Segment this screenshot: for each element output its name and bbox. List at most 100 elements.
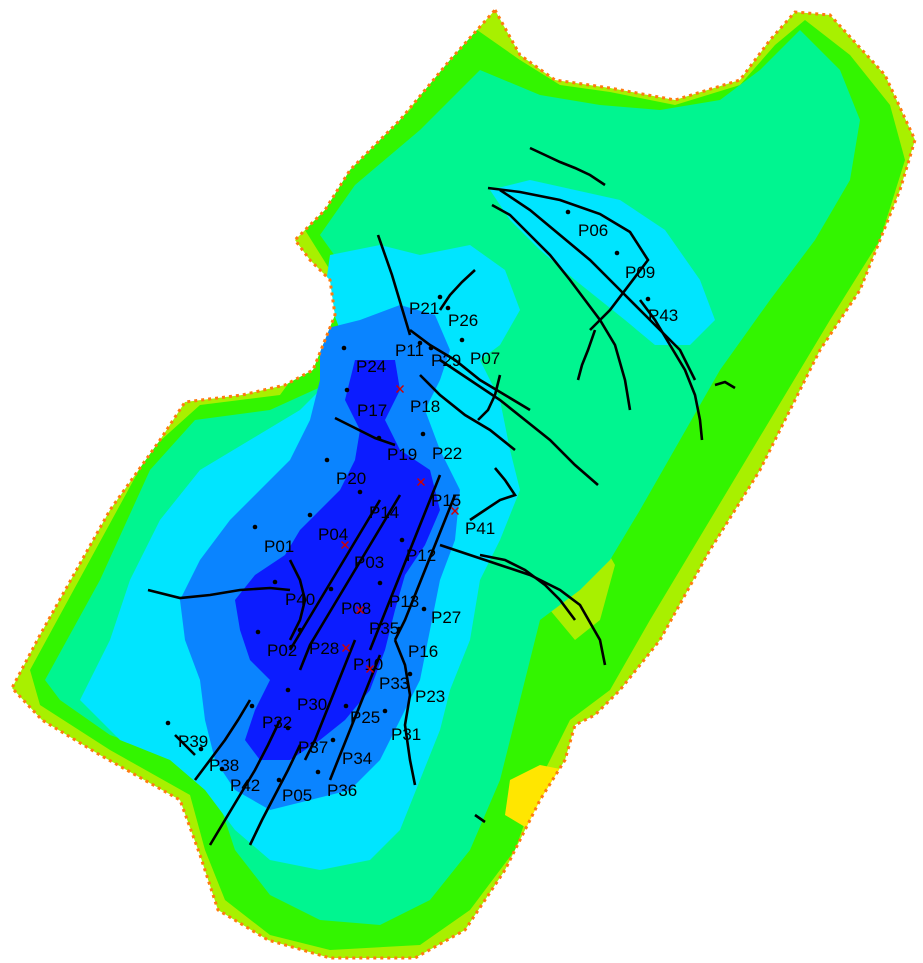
fault-line: [499, 188, 697, 381]
well-p03: P03: [341, 541, 384, 572]
well-p12: P12: [399, 537, 436, 565]
fault-line: [288, 499, 382, 651]
fault-line: [477, 374, 502, 421]
well-p35: P35: [356, 606, 399, 638]
well-p42: P42: [219, 766, 260, 795]
well-marker-dot: [357, 489, 363, 495]
well-marker-dot: [377, 580, 383, 586]
well-marker-dot: [249, 703, 255, 709]
well-p04: P04: [307, 512, 348, 544]
fault-line: [147, 586, 291, 600]
well-label: P06: [578, 221, 608, 240]
well-marker-dot: [315, 769, 321, 775]
well-p33: P33: [366, 665, 409, 693]
well-label: P12: [406, 546, 436, 565]
well-marker-dot: [307, 512, 313, 518]
well-p15: P15: [417, 478, 461, 510]
fault-line: [419, 374, 516, 452]
well-marker-dot: [399, 537, 405, 543]
well-label: P04: [318, 525, 348, 544]
well-p27: P27: [421, 606, 461, 627]
fault-line: [529, 146, 606, 187]
well-p36: P36: [315, 769, 357, 800]
well-p10: P10: [342, 644, 383, 674]
well-p39: P39: [165, 720, 208, 751]
well-label: P19: [387, 445, 417, 464]
well-marker-x: [342, 644, 350, 652]
well-label: P23: [415, 687, 445, 706]
well-p14: P14: [357, 489, 399, 522]
well-p31: P31: [382, 708, 421, 744]
well-label: P18: [410, 397, 440, 416]
well-marker-dot: [324, 457, 330, 463]
well-label: P28: [309, 639, 339, 658]
well-label: P25: [350, 708, 380, 727]
well-marker-dot: [165, 720, 171, 726]
well-label: P01: [264, 537, 294, 556]
well-marker-dot: [276, 777, 282, 783]
well-marker-x: [366, 665, 374, 673]
well-label: P27: [431, 608, 461, 627]
fault-line: [479, 553, 577, 621]
well-marker-dot: [645, 296, 651, 302]
well-marker-dot: [198, 746, 204, 752]
well-marker-x: [451, 507, 459, 515]
zone-cyan-north: [490, 180, 715, 345]
well-marker-dot: [437, 294, 443, 300]
well-marker-dot: [297, 627, 303, 633]
well-label: P05: [282, 786, 312, 805]
fault-line: [714, 380, 736, 390]
well-label: P02: [267, 641, 297, 660]
well-p40: P40: [272, 579, 315, 609]
well-p29: P29: [428, 345, 461, 370]
well-marker-x: [341, 541, 349, 549]
well-label: P42: [230, 776, 260, 795]
well-marker-dot: [330, 737, 336, 743]
well-p11: P11: [395, 340, 424, 360]
fault-line: [438, 269, 476, 311]
well-marker-dot: [252, 524, 258, 530]
fault-line: [439, 358, 599, 486]
well-marker-x: [356, 606, 364, 614]
fault-line: [248, 744, 302, 846]
well-label: P24: [356, 357, 386, 376]
fault-line: [487, 186, 650, 331]
well-label: P36: [327, 781, 357, 800]
fault-line: [439, 543, 607, 666]
well-p19: P19: [376, 435, 417, 464]
fault-line: [334, 416, 396, 447]
fault-line: [303, 639, 357, 761]
well-p05: P05: [276, 777, 312, 805]
fault-line: [638, 299, 704, 441]
well-marker-dot: [382, 708, 388, 714]
well-label: P08: [341, 599, 371, 618]
well-p22: P22: [420, 431, 462, 463]
well-label: P13: [389, 592, 419, 611]
well-marker-dot: [255, 629, 261, 635]
well-marker-dot: [328, 586, 334, 592]
fault-line: [208, 719, 282, 846]
well-label: P11: [395, 341, 424, 360]
well-marker-dot: [565, 209, 571, 215]
well-label: P17: [357, 401, 387, 420]
well-marker-dot: [285, 687, 291, 693]
well-label: P07: [470, 349, 500, 368]
well-marker-dot: [445, 305, 451, 311]
well-label: P22: [432, 444, 462, 463]
fault-line: [288, 559, 307, 641]
fault-line: [474, 813, 486, 824]
well-label: P35: [369, 619, 399, 638]
well-p24: P24: [341, 345, 386, 376]
well-p34: P34: [330, 737, 372, 768]
well-label: P09: [625, 263, 655, 282]
well-label: P26: [448, 311, 478, 330]
well-label: P34: [342, 749, 372, 768]
well-marker-dot: [396, 626, 402, 632]
well-marker-x: [396, 385, 404, 393]
well-label: P16: [408, 642, 438, 661]
well-label: P20: [336, 469, 366, 488]
well-label: P32: [262, 713, 292, 732]
well-marker-dot: [428, 345, 434, 351]
fault-line: [393, 639, 417, 786]
